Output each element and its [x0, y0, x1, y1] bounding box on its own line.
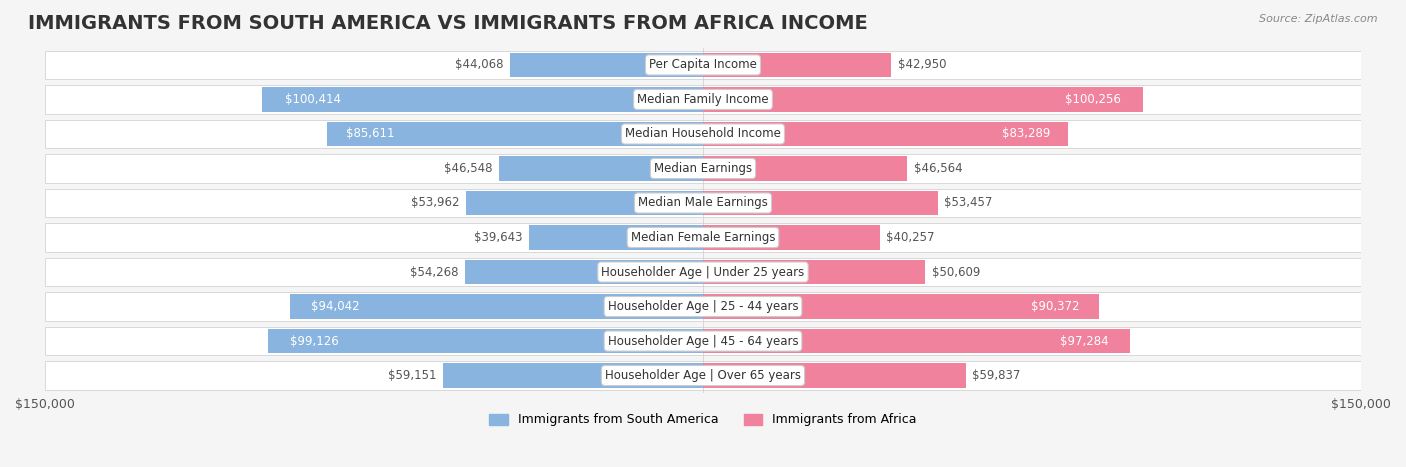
Bar — [45, 189, 1361, 217]
Bar — [45, 51, 1361, 79]
Bar — [529, 226, 703, 249]
Bar — [703, 363, 966, 388]
Bar — [703, 295, 1099, 318]
Bar — [703, 329, 1130, 353]
Text: $99,126: $99,126 — [290, 334, 339, 347]
Text: $39,643: $39,643 — [474, 231, 523, 244]
Text: $54,268: $54,268 — [409, 266, 458, 278]
Bar — [263, 87, 703, 112]
Bar — [45, 223, 1361, 252]
Bar — [45, 154, 1361, 183]
Bar — [703, 191, 938, 215]
Text: Householder Age | Over 65 years: Householder Age | Over 65 years — [605, 369, 801, 382]
Text: Median Household Income: Median Household Income — [626, 127, 780, 141]
Bar — [509, 53, 703, 77]
Text: $90,372: $90,372 — [1031, 300, 1080, 313]
Bar — [703, 226, 880, 249]
Text: $100,256: $100,256 — [1064, 93, 1121, 106]
Text: $100,414: $100,414 — [284, 93, 340, 106]
Text: $46,548: $46,548 — [444, 162, 492, 175]
Bar — [703, 53, 891, 77]
Text: Source: ZipAtlas.com: Source: ZipAtlas.com — [1260, 14, 1378, 24]
Bar — [703, 156, 907, 181]
Bar — [328, 122, 703, 146]
Text: $97,284: $97,284 — [1060, 334, 1108, 347]
Text: $83,289: $83,289 — [1001, 127, 1050, 141]
Text: $42,950: $42,950 — [898, 58, 946, 71]
Text: Householder Age | 45 - 64 years: Householder Age | 45 - 64 years — [607, 334, 799, 347]
Text: $50,609: $50,609 — [932, 266, 980, 278]
Legend: Immigrants from South America, Immigrants from Africa: Immigrants from South America, Immigrant… — [484, 409, 922, 432]
Bar — [45, 85, 1361, 113]
Text: $53,962: $53,962 — [411, 197, 460, 210]
Text: Householder Age | 25 - 44 years: Householder Age | 25 - 44 years — [607, 300, 799, 313]
Bar — [467, 191, 703, 215]
Bar — [703, 260, 925, 284]
Bar — [45, 361, 1361, 390]
Text: $94,042: $94,042 — [311, 300, 360, 313]
Text: $53,457: $53,457 — [943, 197, 993, 210]
Text: Median Earnings: Median Earnings — [654, 162, 752, 175]
Text: IMMIGRANTS FROM SOUTH AMERICA VS IMMIGRANTS FROM AFRICA INCOME: IMMIGRANTS FROM SOUTH AMERICA VS IMMIGRA… — [28, 14, 868, 33]
Text: Median Family Income: Median Family Income — [637, 93, 769, 106]
Bar — [45, 292, 1361, 321]
Bar — [45, 327, 1361, 355]
Text: $85,611: $85,611 — [346, 127, 395, 141]
Text: $44,068: $44,068 — [454, 58, 503, 71]
Bar — [269, 329, 703, 353]
Bar — [703, 87, 1143, 112]
Text: Median Female Earnings: Median Female Earnings — [631, 231, 775, 244]
Bar — [45, 258, 1361, 286]
Bar — [465, 260, 703, 284]
Bar — [443, 363, 703, 388]
Bar — [45, 120, 1361, 148]
Text: Householder Age | Under 25 years: Householder Age | Under 25 years — [602, 266, 804, 278]
Text: Per Capita Income: Per Capita Income — [650, 58, 756, 71]
Text: Median Male Earnings: Median Male Earnings — [638, 197, 768, 210]
Text: $59,151: $59,151 — [388, 369, 437, 382]
Text: $40,257: $40,257 — [886, 231, 935, 244]
Text: $59,837: $59,837 — [972, 369, 1021, 382]
Bar — [499, 156, 703, 181]
Bar — [291, 295, 703, 318]
Bar — [703, 122, 1069, 146]
Text: $46,564: $46,564 — [914, 162, 963, 175]
